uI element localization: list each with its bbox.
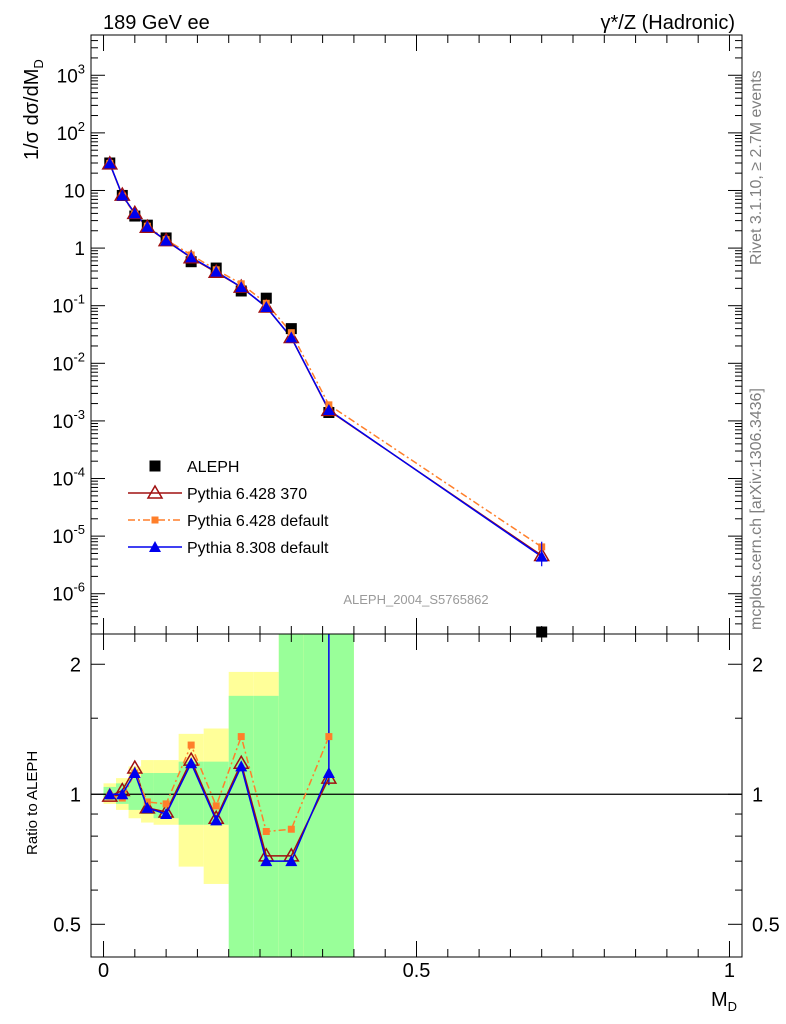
ratio-tick-label: 2 [752,654,763,676]
header-right-symbol: γ*/Z [601,12,637,34]
main-series-line [109,163,543,557]
x-axis-title: MD [711,989,737,1014]
y-tick-label: 1 [74,239,85,260]
ratio-point [185,757,198,769]
main-series-line [109,163,543,558]
y-tick-label: 102 [57,119,85,145]
y-tick-label: 10 [64,181,85,202]
legend-marker [149,460,161,472]
main-ylabel: 1/σ dσ/dMD [21,59,46,160]
y-tick-label: 10-1 [52,292,85,318]
y-tick-label: 10-6 [52,580,85,606]
x-tick-label: 1 [724,960,735,982]
mc-point [210,265,223,277]
legend-marker [151,516,159,524]
ratio-point [160,808,173,820]
ratio-point [162,800,170,808]
ratio-point [210,814,223,826]
mc-point [320,401,338,417]
ratio-point [103,788,116,800]
ratio-series [101,634,338,867]
y-tick-label: 10-2 [52,349,85,375]
legend-label: Pythia 6.428 370 [187,486,307,503]
ratio-point [262,827,270,835]
header-left: 189 GeV ee [103,12,210,34]
main-y-axis: 10-6 10-5 10-4 10-3 10-2 10-1 1 10 102 103 [52,34,742,635]
ratio-point [128,767,141,779]
green-band-bin [203,761,229,825]
mc-point [322,403,335,415]
ratio-point [187,741,195,749]
data-point [285,323,297,335]
main-series-line [109,163,543,548]
x-tick-label: 0.5 [403,960,431,982]
legend-label: Pythia 8.308 default [187,540,329,557]
mc-point [285,331,298,343]
ratio-tick-label: 2 [70,654,81,676]
ratio-point [260,855,273,867]
green-band-bin [178,761,204,825]
mc-point [103,157,116,169]
ratio-point [285,855,298,867]
ratio-point [141,801,154,813]
y-tick-label: 10-5 [52,522,85,548]
y-tick-label: 10-4 [52,465,85,491]
header-right-text: (Hadronic) [642,12,735,34]
ratio-tick-label: 0.5 [53,914,81,936]
x-tick-label: 0 [98,960,109,982]
mc-point [260,300,273,312]
ratio-point [325,733,333,741]
mc-point [235,281,248,293]
mc-point [160,234,173,246]
ratio-point [322,767,335,779]
ratio-point [235,760,248,772]
mc-point [116,189,129,201]
main-series [101,155,550,638]
ratio-uncertainty-bands [103,634,354,957]
ratio-tick-label: 1 [70,784,81,806]
legend-marker [146,484,164,499]
ratio-point [116,788,129,800]
mcplots-label: mcplots.cern.ch [arXiv:1306.3436] [748,388,765,630]
ratio-y-axis: 0.5 0.5 1 1 2 2 [53,654,780,936]
ratio-ylabel: Ratio to ALEPH [24,751,41,855]
y-tick-label: 10-3 [52,407,85,433]
ratio-tick-label: 1 [752,784,763,806]
mc-point [141,220,154,232]
legend-label: ALEPH [187,459,239,476]
legend-label: Pythia 6.428 default [187,513,329,530]
green-band-bin [278,634,304,957]
ratio-point [287,825,295,833]
mc-point [128,207,141,219]
mc-point [185,251,198,263]
ratio-point [237,733,245,741]
ratio-point [212,802,220,810]
header-right: γ*/Z (Hadronic) [601,12,735,34]
analysis-watermark: ALEPH_2004_S5765862 [343,592,488,607]
rivet-label: Rivet 3.1.10, ≥ 2.7M events [748,70,765,265]
y-tick-label: 103 [57,61,85,87]
ratio-tick-label: 0.5 [752,914,780,936]
x-axis: 0 0.5 1 [98,35,735,982]
legend: ALEPH Pythia 6.428 370 Pythia 6.428 defaul… [128,459,329,557]
data-point [260,292,272,304]
legend-marker [149,541,161,552]
